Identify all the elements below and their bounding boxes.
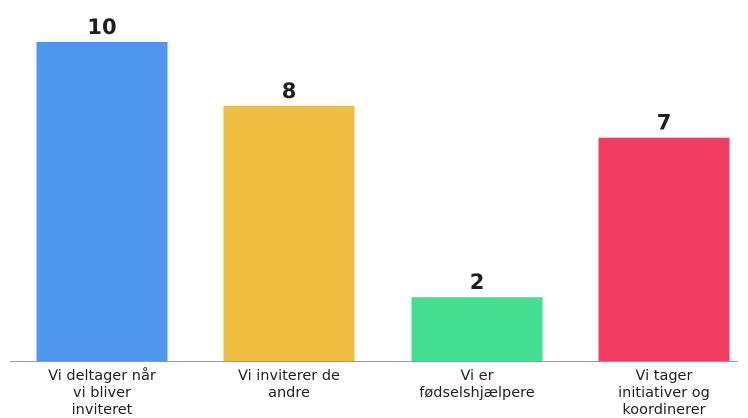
category-label-2-line-1: Vi inviterer de bbox=[238, 368, 340, 384]
bar-3 bbox=[411, 297, 543, 361]
category-label-3-line-1: Vi er bbox=[460, 368, 493, 384]
value-label-4: 7 bbox=[657, 111, 672, 135]
category-label-3-line-2: fødselshjælpere bbox=[419, 385, 534, 401]
bar-2 bbox=[223, 105, 355, 361]
value-label-2: 8 bbox=[282, 79, 297, 103]
bar-4 bbox=[598, 137, 730, 361]
category-label-4-line-3: koordinerer bbox=[622, 402, 705, 418]
bars-group bbox=[36, 42, 730, 361]
value-label-1: 10 bbox=[87, 15, 116, 39]
category-label-2-line-2: andre bbox=[268, 385, 310, 401]
category-label-3: Vi er fødselshjælpere bbox=[419, 368, 534, 401]
category-label-1-line-2: vi bliver bbox=[73, 385, 131, 401]
category-label-1-line-3: inviteret bbox=[72, 402, 133, 418]
category-label-1-line-1: Vi deltager når bbox=[48, 367, 156, 384]
category-label-2: Vi inviterer de andre bbox=[238, 368, 340, 401]
category-labels-group: Vi deltager når vi bliver inviteret Vi invi… bbox=[48, 367, 710, 418]
category-label-4-line-2: initiativer og bbox=[618, 385, 710, 401]
value-label-3: 2 bbox=[470, 270, 485, 294]
category-label-1: Vi deltager når vi bliver inviteret bbox=[48, 367, 156, 418]
value-labels-group: 10 8 2 7 bbox=[87, 15, 671, 294]
bar-1 bbox=[36, 42, 168, 361]
category-label-4-line-1: Vi tager bbox=[636, 368, 693, 384]
category-label-4: Vi tager initiativer og koordinerer bbox=[618, 368, 710, 418]
